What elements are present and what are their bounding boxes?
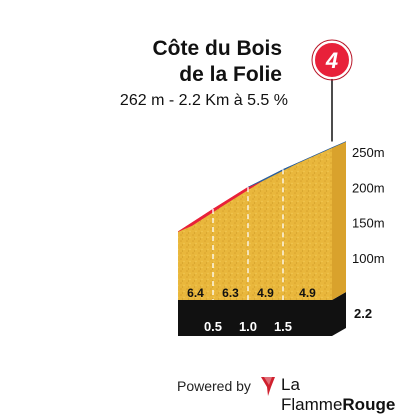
brand-name-part2: Rouge [342,395,396,414]
gradient-label: 4.9 [299,286,316,300]
flamme-rouge-logo-icon [261,377,275,396]
altitude-tick-label: 100m [352,251,385,266]
elevation-profile-chart: 6.4 6.3 4.9 4.9 0.5 1.0 1.5 2.2 100m 150m 200m 250m… [177,39,385,336]
altitude-tick-label: 150m [352,216,385,231]
brand-name: La FlammeRouge [281,375,405,415]
summit-pin-marker [313,41,351,79]
profile-body [178,147,332,300]
gradient-label: 6.4 [187,286,204,300]
footer: Powered by La FlammeRouge [0,374,405,414]
profile-side-face [332,141,346,300]
segment-strip-dash [284,143,335,168]
climb-title-line2: de la Folie [179,63,282,86]
km-marker-label: 1.5 [274,319,292,334]
summit-pin-ring [311,39,353,81]
km-marker-label: 1.0 [239,319,257,334]
brand-name-part1: La Flamme [281,375,343,414]
altitude-tick-label: 200m [352,180,385,195]
climb-title: Côte du Bois de la Folie [153,36,283,88]
total-distance-label: 2.2 [354,306,372,321]
profile-base-band [178,292,346,336]
climb-number-label: 4 [325,48,338,73]
climb-stats: 262 m - 2.2 Km à 5.5 % [119,92,288,109]
gradient-label: 4.9 [257,286,274,300]
altitude-tick-label: 250m [352,145,385,160]
gradient-segment-strip [282,141,347,170]
km-marker-label: 0.5 [204,319,222,334]
powered-by-text: Powered by [177,378,251,394]
climb-title-line1: Côte du Bois [152,37,283,60]
gradient-label: 6.3 [222,286,239,300]
